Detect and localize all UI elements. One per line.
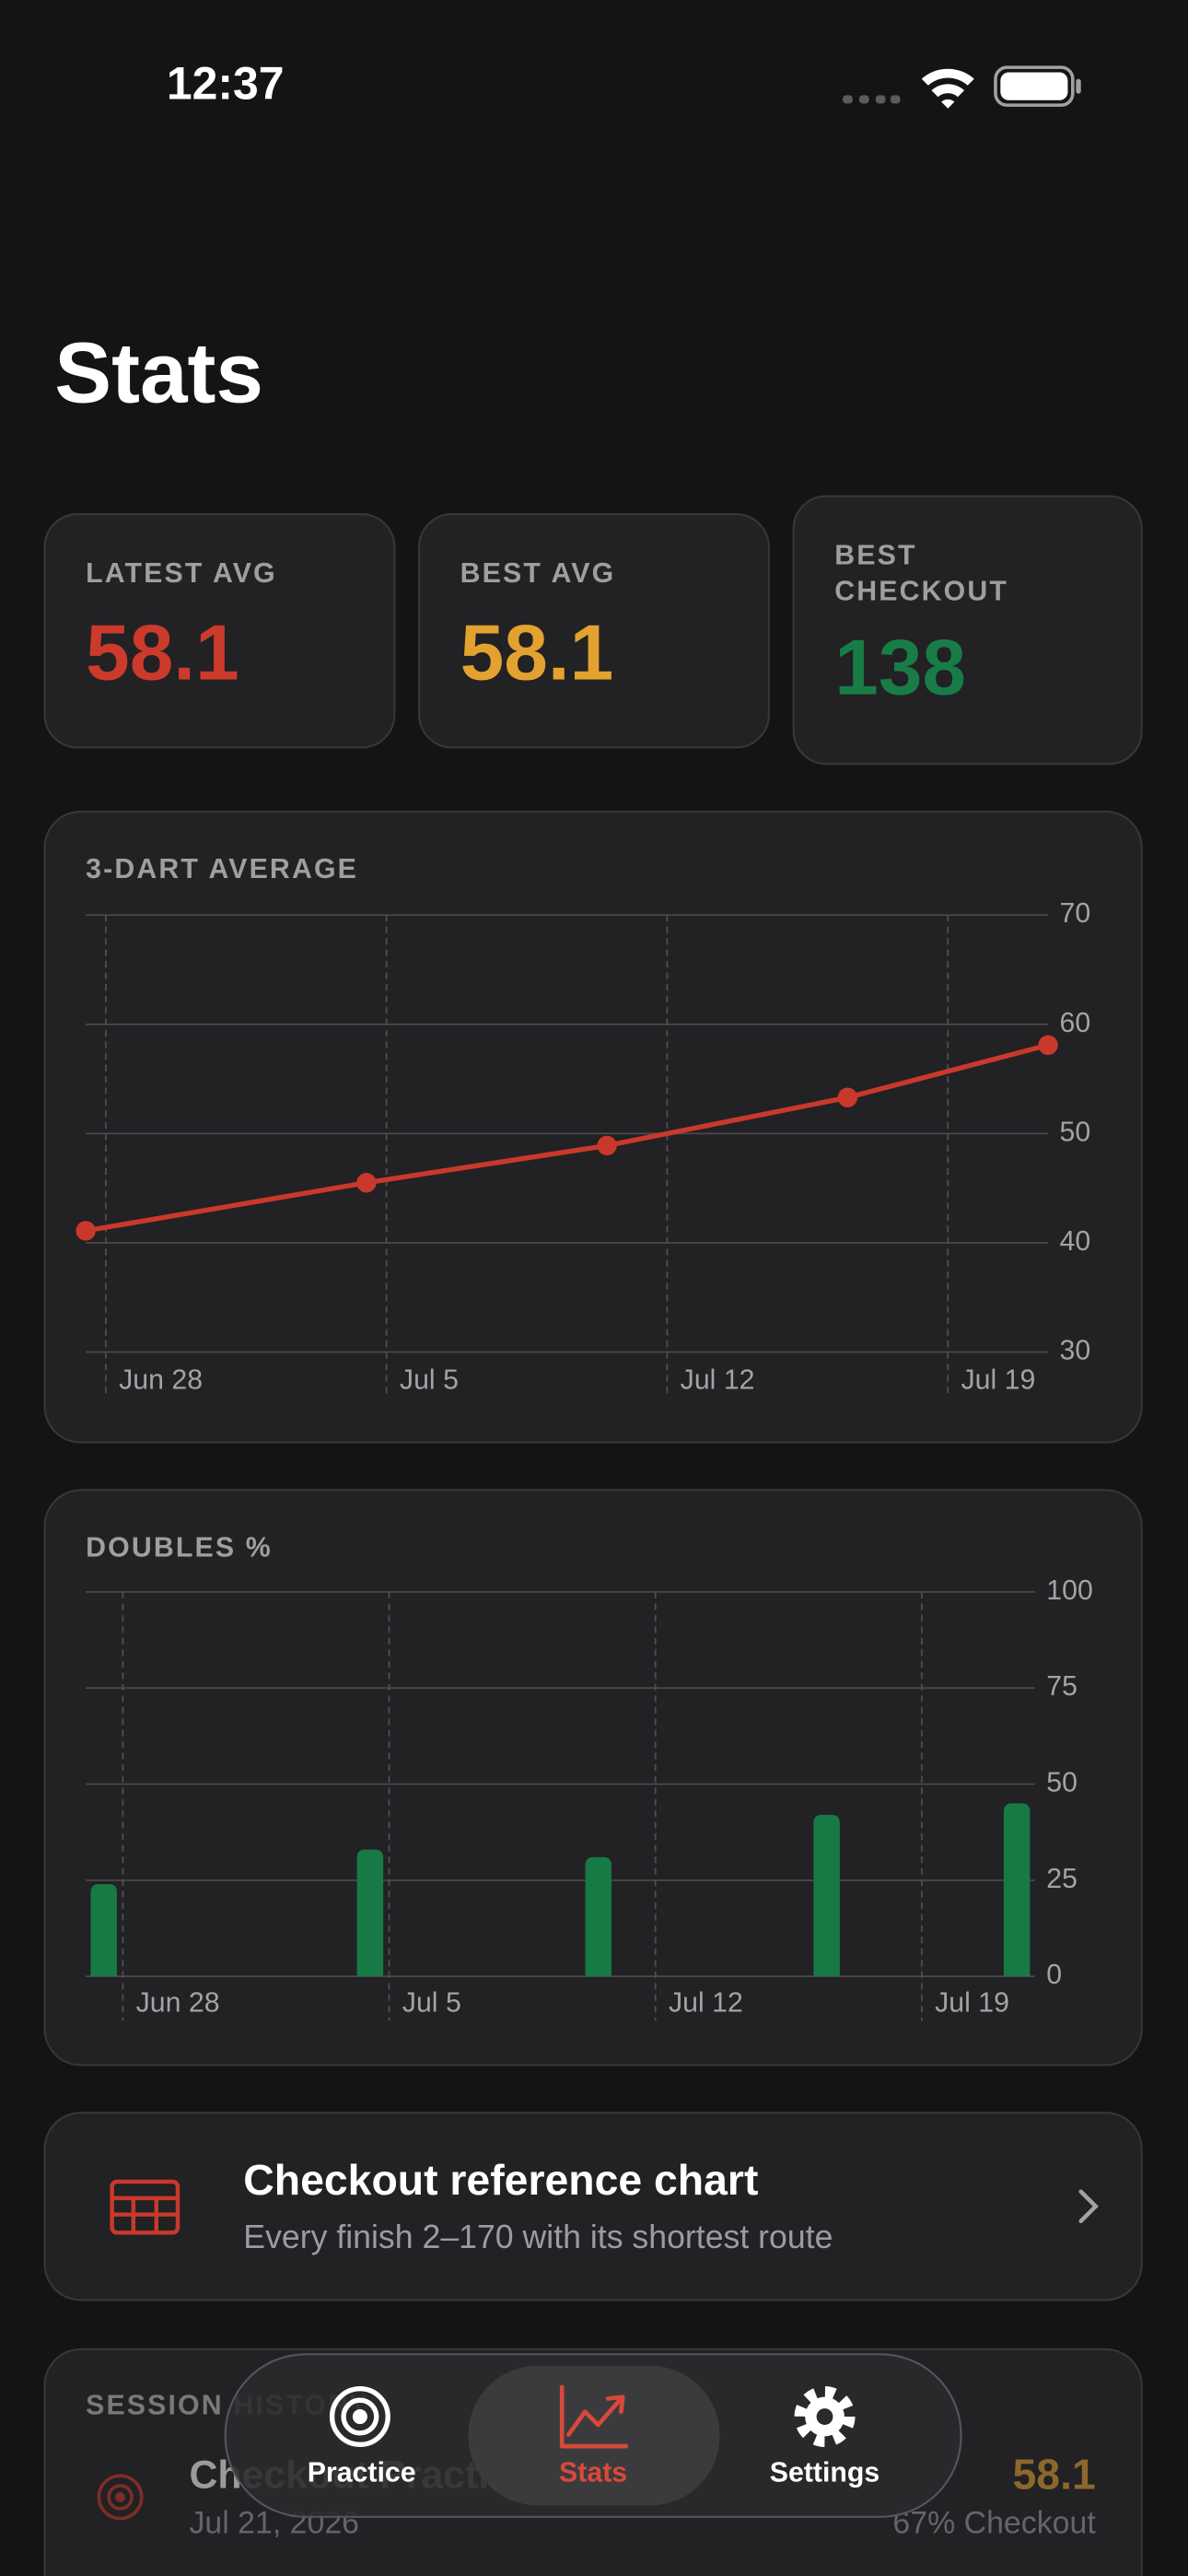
- battery: [994, 65, 1081, 107]
- bar: [1003, 1803, 1031, 1977]
- data-point: [356, 1173, 377, 1193]
- y-tick-label: 70: [1060, 898, 1091, 929]
- stat-value: 138: [834, 625, 966, 712]
- chevron: [1078, 2189, 1099, 2224]
- tab-label: Stats: [559, 2457, 627, 2488]
- table-icon: [110, 2179, 181, 2235]
- x-tick-label: Jun 28: [119, 1365, 203, 1396]
- stat-cards: LATEST AVG 58.1 BEST AVG 58.1 BEST CHECKOUT 13…: [43, 495, 1143, 766]
- x-tick-label: Jul 5: [402, 1987, 461, 2018]
- session-detail: 67% Checkout: [892, 2506, 1096, 2541]
- selected-tab-bg: [468, 2365, 720, 2506]
- tab-bar: Practice Stats Settings: [224, 2353, 962, 2518]
- y-tick-label: 50: [1060, 1117, 1091, 1147]
- stat-label: LATEST AVG: [86, 558, 277, 589]
- reference-subtitle: Every finish 2–170 with its shortest rou…: [243, 2219, 833, 2255]
- bar: [356, 1849, 384, 1977]
- tab-label: Practice: [308, 2457, 416, 2488]
- session-icon: [97, 2474, 144, 2521]
- stat-label: BEST AVG: [460, 558, 616, 589]
- data-point: [76, 1221, 96, 1241]
- y-tick-label: 60: [1060, 1008, 1091, 1038]
- tab-practice[interactable]: Practice: [308, 2386, 416, 2488]
- tab-stats[interactable]: Stats: [559, 2384, 629, 2488]
- data-point: [837, 1087, 858, 1107]
- x-tick-label: Jul 19: [961, 1365, 1035, 1396]
- x-tick-label: Jun 28: [136, 1987, 220, 2018]
- chart-card: [43, 810, 1143, 1444]
- stat-card: [418, 513, 770, 749]
- y-tick-label: 100: [1046, 1575, 1093, 1606]
- session-average: 58.1: [1013, 2450, 1096, 2498]
- x-tick-label: Jul 12: [669, 1987, 743, 2018]
- bar: [585, 1856, 612, 1977]
- x-tick-label: Jul 12: [681, 1365, 755, 1396]
- signal: [843, 95, 901, 104]
- stat-label: BEST CHECKOUT: [834, 540, 1008, 606]
- data-point: [1038, 1035, 1058, 1056]
- status-time: 12:37: [167, 58, 285, 110]
- bar: [90, 1884, 117, 1977]
- practice-icon: [329, 2386, 390, 2448]
- stat-card: [792, 495, 1143, 766]
- x-tick-label: Jul 19: [935, 1987, 1009, 2018]
- chart-title: 3-DART AVERAGE: [86, 854, 358, 884]
- chart-card: [43, 1489, 1143, 2067]
- stat-card: [43, 513, 396, 749]
- charts: 3-DART AVERAGE 30 40 50 60 70 Jun 28 Jul 5 Jul 1…: [43, 810, 1143, 2067]
- stat-value: 58.1: [86, 610, 239, 697]
- reference-card[interactable]: [43, 2112, 1143, 2301]
- x-tick-label: Jul 5: [400, 1365, 459, 1396]
- chart: DOUBLES % 0 25 50 75 100 Jun 28 Jul 5 Jul 12 Jul …: [43, 1489, 1143, 2067]
- tab-label: Settings: [770, 2457, 880, 2488]
- chart-title: DOUBLES %: [86, 1533, 273, 1563]
- settings-icon: [794, 2386, 856, 2448]
- y-tick-label: 0: [1046, 1960, 1062, 1990]
- data-point: [597, 1135, 617, 1156]
- chart: 3-DART AVERAGE 30 40 50 60 70 Jun 28 Jul 5 Jul 1…: [43, 810, 1143, 1444]
- tab-settings[interactable]: Settings: [770, 2386, 880, 2488]
- reference-link[interactable]: Checkout reference chart Every finish 2–…: [43, 2112, 1143, 2301]
- y-tick-label: 30: [1060, 1336, 1091, 1366]
- stat-value: 58.1: [460, 610, 614, 697]
- y-tick-label: 50: [1046, 1768, 1077, 1798]
- page-title: Stats: [54, 324, 263, 420]
- y-tick-label: 40: [1060, 1226, 1091, 1257]
- y-tick-label: 75: [1046, 1671, 1077, 1702]
- reference-title: Checkout reference chart: [243, 2156, 758, 2204]
- bar: [813, 1814, 840, 1977]
- stats-icon: [559, 2384, 629, 2449]
- y-tick-label: 25: [1046, 1864, 1077, 1894]
- wifi: [921, 68, 974, 109]
